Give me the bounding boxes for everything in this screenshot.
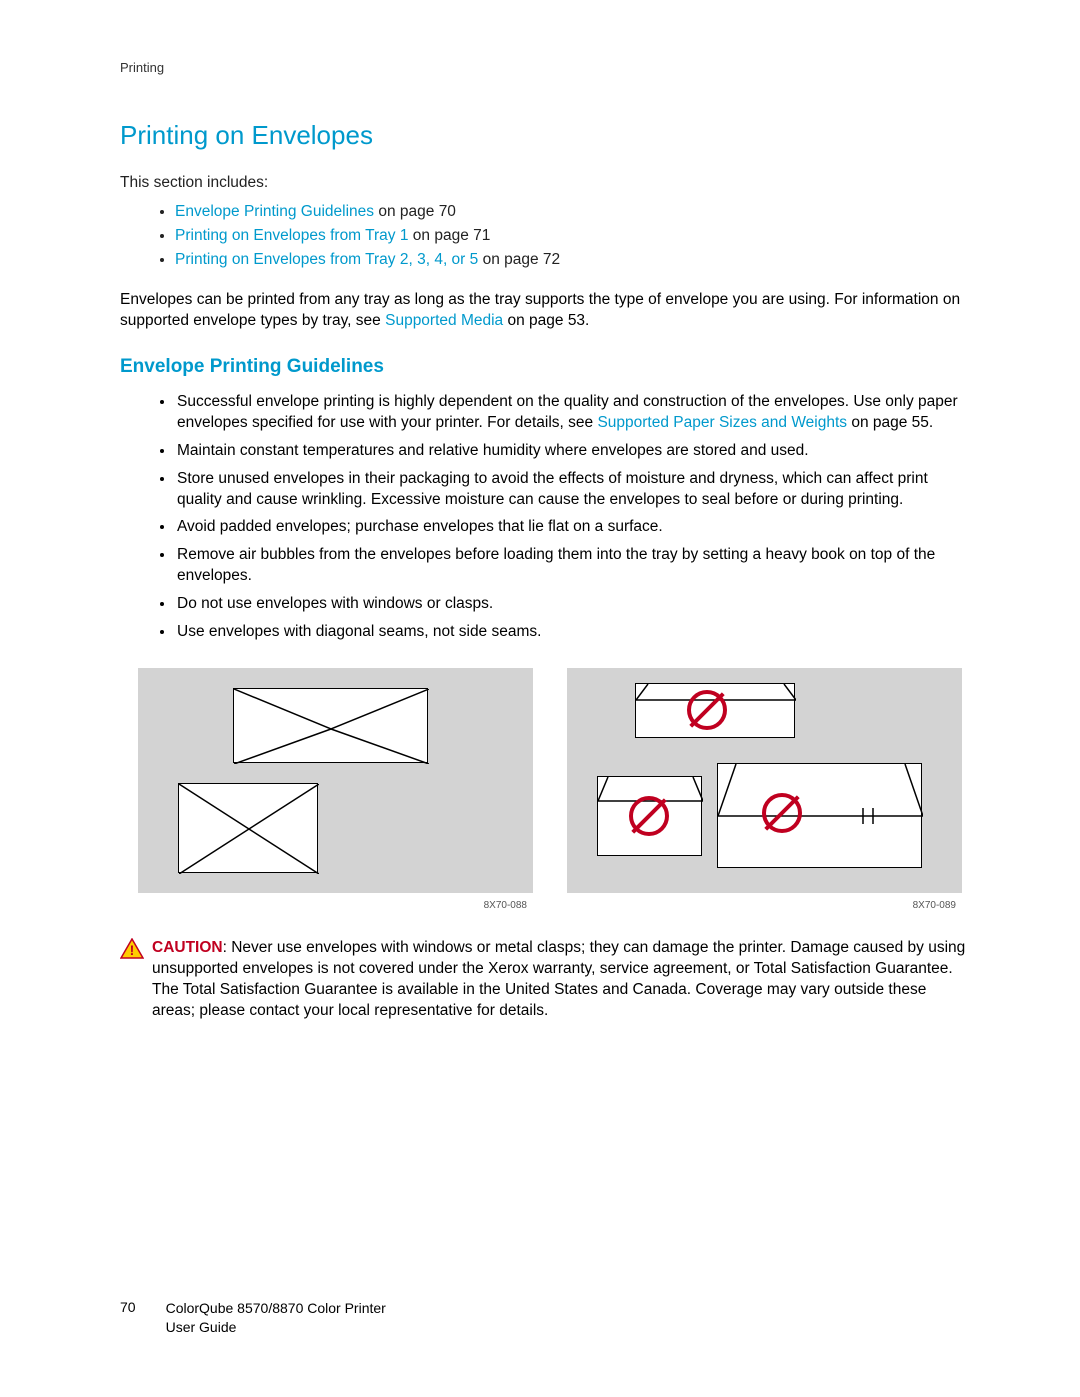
toc-list: Envelope Printing Guidelines on page 70 …: [175, 200, 970, 272]
toc-link[interactable]: Printing on Envelopes from Tray 1: [175, 227, 408, 244]
diagram-caption: 8X70-089: [913, 900, 956, 911]
bullet-text: on page 55.: [847, 414, 933, 431]
caution-body: : Never use envelopes with windows or me…: [152, 939, 965, 1019]
list-item: Maintain constant temperatures and relat…: [175, 441, 970, 462]
caution-icon: !: [120, 938, 144, 965]
caution-block: ! CAUTION: Never use envelopes with wind…: [120, 938, 970, 1022]
diagram-bad-envelopes: 8X70-089: [567, 668, 962, 893]
list-item: Successful envelope printing is highly d…: [175, 392, 970, 434]
list-item: Avoid padded envelopes; purchase envelop…: [175, 517, 970, 538]
intro-paragraph: Envelopes can be printed from any tray a…: [120, 290, 970, 332]
page-footer: 70 ColorQube 8570/8870 Color Printer Use…: [120, 1299, 386, 1337]
svg-text:!: !: [130, 942, 135, 958]
prohibited-icon: [629, 796, 669, 836]
toc-item: Printing on Envelopes from Tray 1 on pag…: [175, 224, 970, 248]
diagram-good-envelopes: 8X70-088: [138, 668, 533, 893]
toc-link[interactable]: Envelope Printing Guidelines: [175, 203, 374, 220]
toc-link[interactable]: Printing on Envelopes from Tray 2, 3, 4,…: [175, 251, 478, 268]
list-item: Use envelopes with diagonal seams, not s…: [175, 622, 970, 643]
page-number: 70: [120, 1299, 136, 1315]
list-item: Remove air bubbles from the envelopes be…: [175, 545, 970, 587]
toc-item: Printing on Envelopes from Tray 2, 3, 4,…: [175, 248, 970, 272]
header-section-label: Printing: [120, 60, 970, 75]
supported-media-link[interactable]: Supported Media: [385, 312, 503, 329]
diagram-row: 8X70-088: [138, 668, 970, 893]
list-item: Store unused envelopes in their packagin…: [175, 469, 970, 511]
prohibited-icon: [762, 793, 802, 833]
toc-item: Envelope Printing Guidelines on page 70: [175, 200, 970, 224]
footer-line2: User Guide: [166, 1318, 386, 1337]
toc-suffix: on page 71: [408, 227, 490, 244]
paper-sizes-link[interactable]: Supported Paper Sizes and Weights: [597, 414, 847, 431]
page-title: Printing on Envelopes: [120, 120, 970, 151]
list-item: Do not use envelopes with windows or cla…: [175, 594, 970, 615]
subheading: Envelope Printing Guidelines: [120, 356, 970, 378]
prohibited-icon: [687, 690, 727, 730]
caution-label: CAUTION: [152, 939, 223, 956]
guidelines-list: Successful envelope printing is highly d…: [175, 392, 970, 643]
paragraph-text: on page 53.: [503, 312, 589, 329]
diagram-caption: 8X70-088: [484, 900, 527, 911]
caution-text: CAUTION: Never use envelopes with window…: [152, 938, 970, 1022]
intro-text: This section includes:: [120, 173, 970, 194]
toc-suffix: on page 70: [374, 203, 456, 220]
toc-suffix: on page 72: [478, 251, 560, 268]
footer-line1: ColorQube 8570/8870 Color Printer: [166, 1299, 386, 1318]
